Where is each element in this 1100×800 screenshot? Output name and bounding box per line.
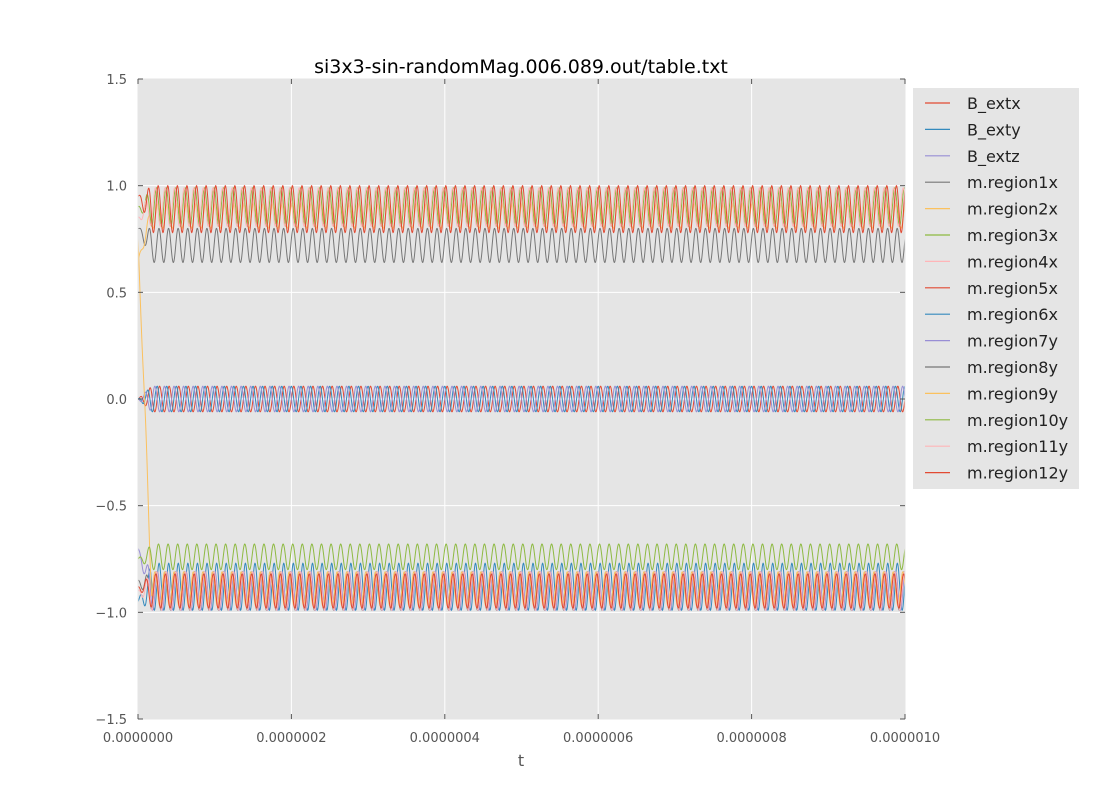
legend-label-m-region11y: m.region11y xyxy=(967,437,1068,456)
legend-label-m-region7y: m.region7y xyxy=(967,332,1058,351)
legend-box xyxy=(913,88,1079,489)
series-line-b-extz xyxy=(137,385,906,413)
series-line-m-region4x xyxy=(137,187,906,227)
y-tick-label: −1.0 xyxy=(95,606,127,621)
series-line-b-exty xyxy=(137,385,906,413)
y-tick-label: 1.5 xyxy=(106,73,127,88)
chart-title: si3x3-sin-randomMag.006.089.out/table.tx… xyxy=(314,56,728,78)
legend-label-m-region5x: m.region5x xyxy=(967,279,1058,298)
x-tick-label: 0.0000006 xyxy=(563,731,633,746)
legend-label-m-region4x: m.region4x xyxy=(967,252,1058,271)
legend-label-b-extz: B_extz xyxy=(967,147,1020,167)
y-tick-label: 1.0 xyxy=(106,180,127,195)
x-tick-label: 0.0000010 xyxy=(870,731,940,746)
legend-label-m-region6x: m.region6x xyxy=(967,305,1058,324)
x-axis-title: t xyxy=(518,751,524,770)
legend: B_extx B_exty B_extz m.region1x m.region2x m.… xyxy=(913,88,1079,489)
legend-label-m-region12y: m.region12y xyxy=(967,464,1068,483)
legend-label-m-region8y: m.region8y xyxy=(967,358,1058,377)
series-line-m-region11y xyxy=(137,571,906,611)
series-line-m-region12y xyxy=(137,573,906,609)
x-tick-label: 0.0000008 xyxy=(716,731,786,746)
axis-ticks: 0.0000000 0.0000002 0.0000004 0.0000006 0.00… xyxy=(95,73,940,746)
series-line-m-region10y xyxy=(137,543,906,571)
legend-label-m-region3x: m.region3x xyxy=(967,226,1058,245)
legend-label-m-region1x: m.region1x xyxy=(967,173,1058,192)
y-tick-label: 0.0 xyxy=(106,393,127,408)
series-lines xyxy=(137,184,906,612)
legend-label-m-region9y: m.region9y xyxy=(967,384,1058,403)
legend-label-m-region10y: m.region10y xyxy=(967,411,1068,430)
x-tick-label: 0.0000002 xyxy=(256,731,326,746)
legend-label-b-exty: B_exty xyxy=(967,120,1021,140)
series-line-m-region5x xyxy=(137,184,906,234)
y-tick-label: −0.5 xyxy=(95,500,127,515)
series-line-m-region1x xyxy=(137,227,906,263)
legend-label-b-extx: B_extx xyxy=(967,94,1021,114)
y-tick-label: 0.5 xyxy=(106,286,127,301)
y-tick-label: −1.5 xyxy=(95,713,127,728)
x-tick-label: 0.0000004 xyxy=(410,731,480,746)
x-tick-label: 0.0000000 xyxy=(103,731,173,746)
legend-label-m-region2x: m.region2x xyxy=(967,200,1058,219)
